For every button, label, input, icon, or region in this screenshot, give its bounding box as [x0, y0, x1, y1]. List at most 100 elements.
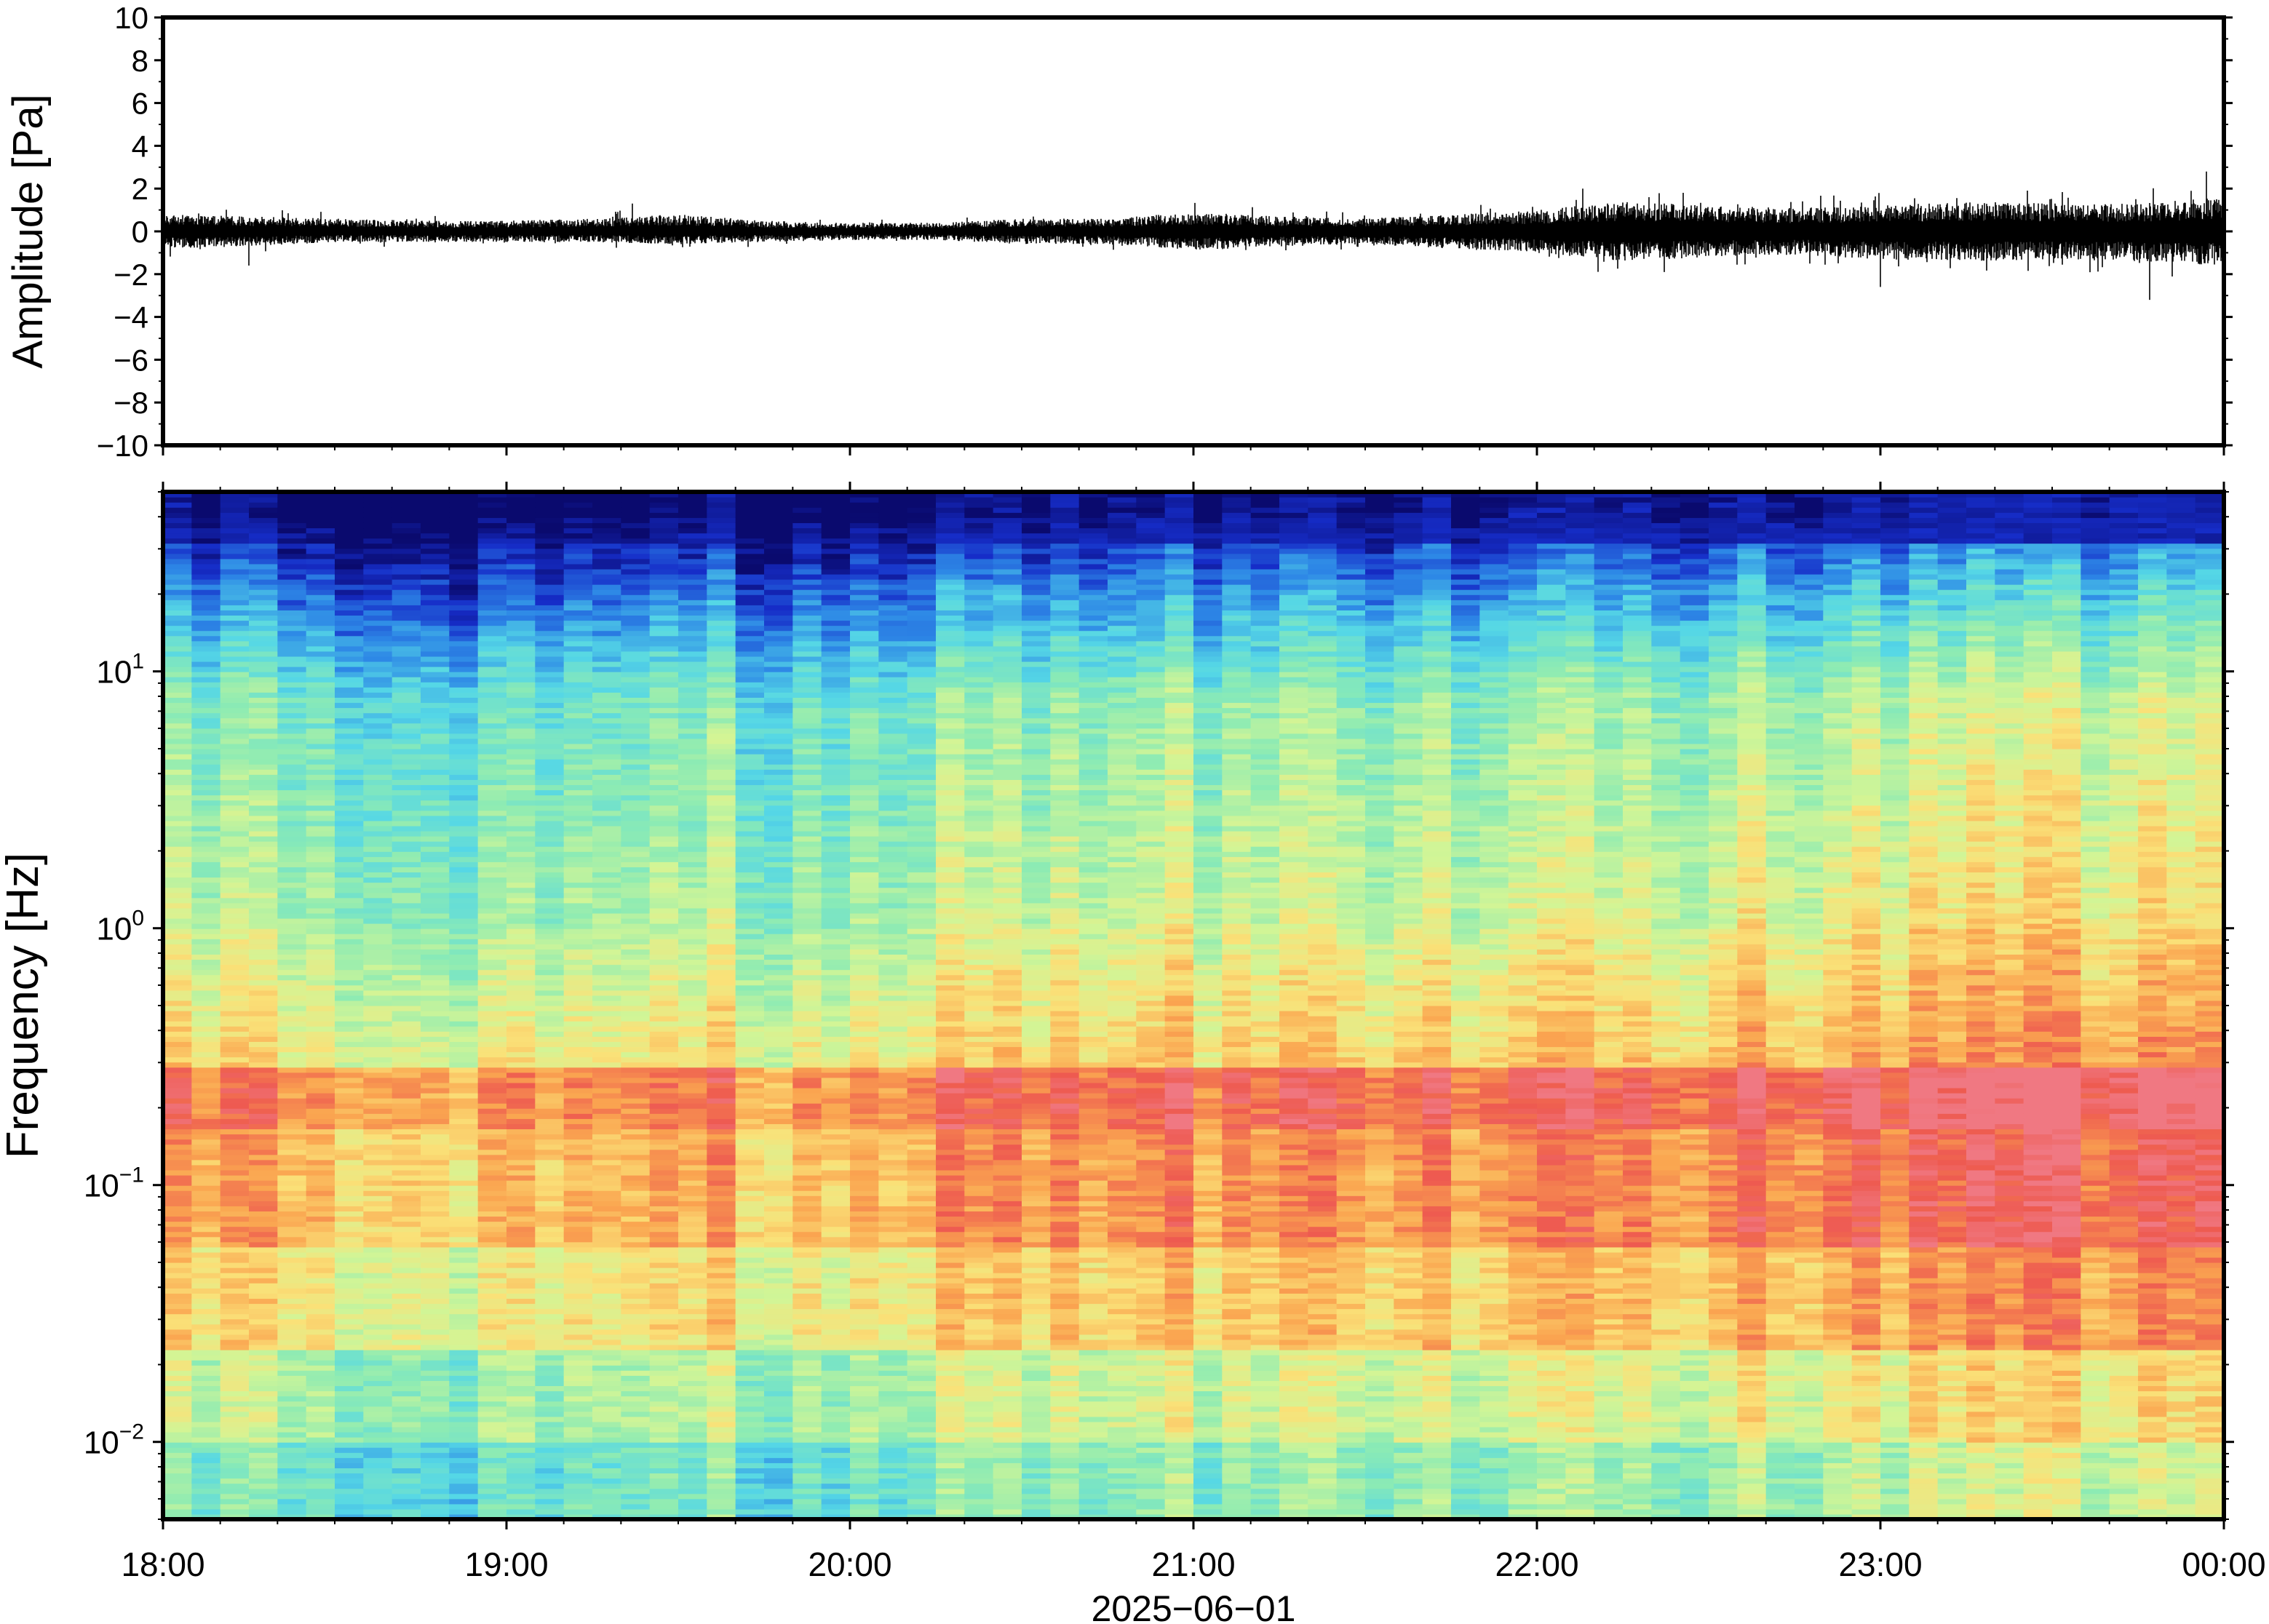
- spectrogram-cell: [707, 1350, 736, 1356]
- spectrogram-cell: [678, 918, 707, 924]
- spectrogram-cell: [191, 1139, 221, 1145]
- spectrogram-cell: [363, 1251, 393, 1258]
- spectrogram-cell: [563, 1437, 593, 1443]
- spectrogram-cell: [220, 1360, 250, 1366]
- spectrogram-cell: [277, 1401, 307, 1407]
- spectrogram-cell: [191, 1093, 221, 1099]
- spectrogram-cell: [678, 877, 707, 883]
- spectrogram-cell: [277, 841, 307, 847]
- spectrogram-cell: [506, 1031, 536, 1037]
- spectrogram-cell: [850, 1169, 879, 1176]
- spectrogram-cell: [735, 1313, 765, 1320]
- spectrogram-cell: [421, 738, 450, 744]
- spectrogram-cell: [277, 568, 307, 575]
- spectrogram-cell: [678, 1457, 707, 1463]
- spectrogram-cell: [821, 800, 851, 806]
- spectrogram-cell: [335, 964, 364, 971]
- spectrogram-cell: [592, 1149, 621, 1155]
- spectrogram-cell: [363, 1087, 393, 1094]
- spectrogram-cell: [220, 774, 250, 780]
- spectrogram-cell: [535, 1473, 565, 1479]
- spectrogram-cell: [306, 774, 335, 780]
- spectrogram-cell: [392, 1159, 421, 1166]
- spectrogram-cell: [506, 1190, 536, 1196]
- spectrogram-cell: [392, 1118, 421, 1124]
- spectrogram-cell: [850, 1303, 879, 1310]
- spectrogram-cell: [277, 692, 307, 698]
- spectrogram-cell: [707, 918, 736, 924]
- spectrogram-cell: [249, 990, 278, 996]
- spectrogram-cell: [563, 1036, 593, 1043]
- spectrogram-cell: [821, 928, 851, 934]
- spectrogram-cell: [277, 1288, 307, 1294]
- spectrogram-cell: [649, 692, 679, 698]
- spectrogram-cell: [191, 594, 221, 600]
- spectrogram-cell: [535, 1513, 565, 1519]
- spectrogram-cell: [592, 1072, 621, 1078]
- spectrogram-cell: [735, 907, 765, 914]
- spectrogram-cell: [449, 805, 479, 811]
- spectrogram-cell: [335, 697, 364, 704]
- spectrogram-cell: [392, 1324, 421, 1330]
- spectrogram-cell: [249, 1324, 278, 1330]
- spectrogram-cell: [477, 615, 507, 621]
- spectrogram-cell: [335, 1473, 364, 1479]
- spectrogram-cell: [477, 1350, 507, 1356]
- spectrogram-cell: [764, 645, 793, 652]
- spectrogram-cell: [821, 1159, 851, 1166]
- spectrogram-cell: [220, 1355, 250, 1361]
- spectrogram-cell: [707, 1288, 736, 1294]
- spectrogram-cell: [735, 507, 765, 513]
- spectrogram-cell: [821, 1293, 851, 1299]
- spectrogram-cell: [792, 825, 822, 832]
- spectrogram-cell: [821, 887, 851, 893]
- spectrogram-cell: [477, 892, 507, 899]
- spectrogram-cell: [764, 1457, 793, 1463]
- spectrogram-cell: [678, 712, 707, 719]
- spectrogram-cell: [163, 1041, 192, 1048]
- spectrogram-cell: [392, 795, 421, 801]
- spectrogram-cell: [678, 589, 707, 595]
- spectrogram-cell: [592, 1211, 621, 1217]
- spectrogram-cell: [735, 517, 765, 523]
- spectrogram-cell: [163, 1273, 192, 1278]
- spectrogram-cell: [191, 610, 221, 616]
- spectrogram-cell: [649, 1226, 679, 1233]
- spectrogram-cell: [363, 1478, 393, 1484]
- spectrogram-cell: [191, 1051, 221, 1058]
- spectrogram-cell: [392, 872, 421, 878]
- spectrogram-cell: [535, 1447, 565, 1453]
- spectrogram-cell: [220, 1082, 250, 1088]
- spectrogram-cell: [735, 934, 765, 939]
- spectrogram-cell: [821, 1169, 851, 1176]
- spectrogram-cell: [506, 1134, 536, 1140]
- spectrogram-cell: [220, 1452, 250, 1458]
- spectrogram-cell: [220, 1185, 250, 1191]
- spectrogram-cell: [592, 522, 621, 529]
- spectrogram-cell: [678, 661, 707, 667]
- spectrogram-cell: [477, 1206, 507, 1211]
- spectrogram-cell: [249, 1051, 278, 1058]
- spectrogram-cell: [592, 1164, 621, 1171]
- spectrogram-cell: [306, 661, 335, 667]
- spectrogram-cell: [449, 820, 479, 827]
- spectrogram-cell: [277, 1293, 307, 1299]
- spectrogram-cell: [850, 1298, 879, 1305]
- spectrogram-cell: [335, 635, 364, 642]
- spectrogram-cell: [335, 717, 364, 724]
- spectrogram-cell: [563, 846, 593, 852]
- spectrogram-cell: [649, 1221, 679, 1227]
- spectrogram-cell: [563, 543, 593, 549]
- spectrogram-cell: [335, 594, 364, 600]
- spectrogram-cell: [421, 1246, 450, 1253]
- spectrogram-cell: [335, 1447, 364, 1453]
- spectrogram-cell: [506, 1221, 536, 1227]
- spectrogram-cell: [392, 723, 421, 729]
- spectrogram-cell: [335, 887, 364, 893]
- spectrogram-cell: [592, 1468, 621, 1474]
- spectrogram-cell: [563, 548, 593, 554]
- spectrogram-cell: [477, 1026, 507, 1032]
- spectrogram-cell: [707, 1180, 736, 1186]
- spectrogram-cell: [621, 1190, 651, 1196]
- spectrogram-cell: [764, 820, 793, 827]
